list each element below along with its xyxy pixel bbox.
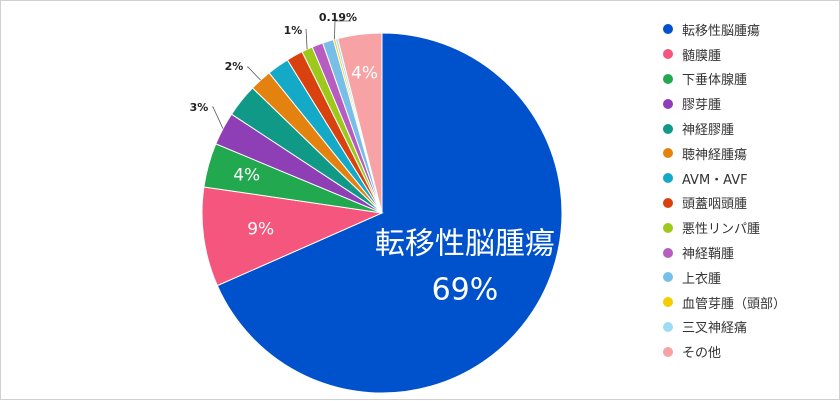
legend-swatch <box>663 24 673 35</box>
legend-swatch <box>663 272 673 283</box>
legend-label: 髄膜腫 <box>682 48 722 64</box>
slice-outside-label: 1% <box>284 24 303 37</box>
leader-line <box>334 20 351 40</box>
legend-label: 悪性リンパ腫 <box>682 222 761 238</box>
legend-item: 神経膠腫 <box>663 116 786 141</box>
legend-swatch <box>663 346 673 357</box>
leader-line <box>212 106 224 129</box>
slice-outside-label: 0.19% <box>319 11 357 24</box>
legend-label: 三叉神経痛 <box>682 321 748 337</box>
legend-swatch <box>663 98 673 109</box>
slice-outside-label: 3% <box>190 101 209 114</box>
legend-swatch <box>663 173 673 184</box>
legend-swatch <box>663 197 673 208</box>
legend-label: 頭蓋咽頭腫 <box>682 197 748 213</box>
legend-item: 三叉神経痛 <box>663 315 786 340</box>
legend-swatch <box>663 73 673 84</box>
legend-swatch <box>663 148 673 159</box>
legend-item: 転移性脳腫瘍 <box>663 17 786 42</box>
slice-name-label: 転移性脳腫瘍 <box>375 227 555 262</box>
legend-label: 上衣腫 <box>682 271 722 287</box>
leader-line <box>305 28 308 50</box>
pie-slice-1 <box>216 32 563 394</box>
pie-slice-14 <box>337 32 383 214</box>
legend-swatch <box>663 297 673 308</box>
legend-label: 聴神経腫瘍 <box>682 147 748 163</box>
legend-item: 血管芽腫（頭部） <box>663 290 786 315</box>
legend-swatch <box>663 222 673 233</box>
leader-line <box>247 66 261 81</box>
legend-item: その他 <box>663 339 786 364</box>
legend-item: AVM・AVF <box>663 166 786 191</box>
legend-swatch <box>663 321 673 332</box>
slice-value-label: 4% <box>233 166 260 186</box>
pie-slice-2 <box>201 186 384 287</box>
legend-label: 転移性脳腫瘍 <box>682 23 761 39</box>
legend-label: 血管芽腫（頭部） <box>682 296 787 312</box>
slice-value-label: 69% <box>432 273 499 308</box>
legend-item: 髄膜腫 <box>663 42 786 67</box>
legend-item: 悪性リンパ腫 <box>663 215 786 240</box>
legend-label: 神経鞘腫 <box>682 247 735 263</box>
legend-label: AVM・AVF <box>682 172 748 188</box>
legend: 転移性脳腫瘍 髄膜腫下垂体腺腫膠芽腫神経膠腫聴神経腫瘍 AVM・AVF 頭蓋咽頭腫悪性… <box>663 17 786 364</box>
legend-item: 膠芽腫 <box>663 91 786 116</box>
legend-swatch <box>663 123 673 134</box>
legend-label: 下垂体腺腫 <box>682 73 748 89</box>
slice-value-label: 9% <box>247 219 274 239</box>
legend-item: 神経鞘腫 <box>663 240 786 265</box>
legend-label: 神経膠腫 <box>682 123 735 139</box>
legend-item: 下垂体腺腫 <box>663 67 786 92</box>
legend-item: 聴神経腫瘍 <box>663 141 786 166</box>
legend-item: 頭蓋咽頭腫 <box>663 191 786 216</box>
legend-item: 上衣腫 <box>663 265 786 290</box>
legend-swatch <box>663 247 673 258</box>
legend-swatch <box>663 49 673 60</box>
legend-label: 膠芽腫 <box>682 98 722 114</box>
slice-outside-label: 2% <box>225 60 244 73</box>
legend-label: その他 <box>682 346 722 362</box>
slice-value-label: 4% <box>351 64 378 84</box>
